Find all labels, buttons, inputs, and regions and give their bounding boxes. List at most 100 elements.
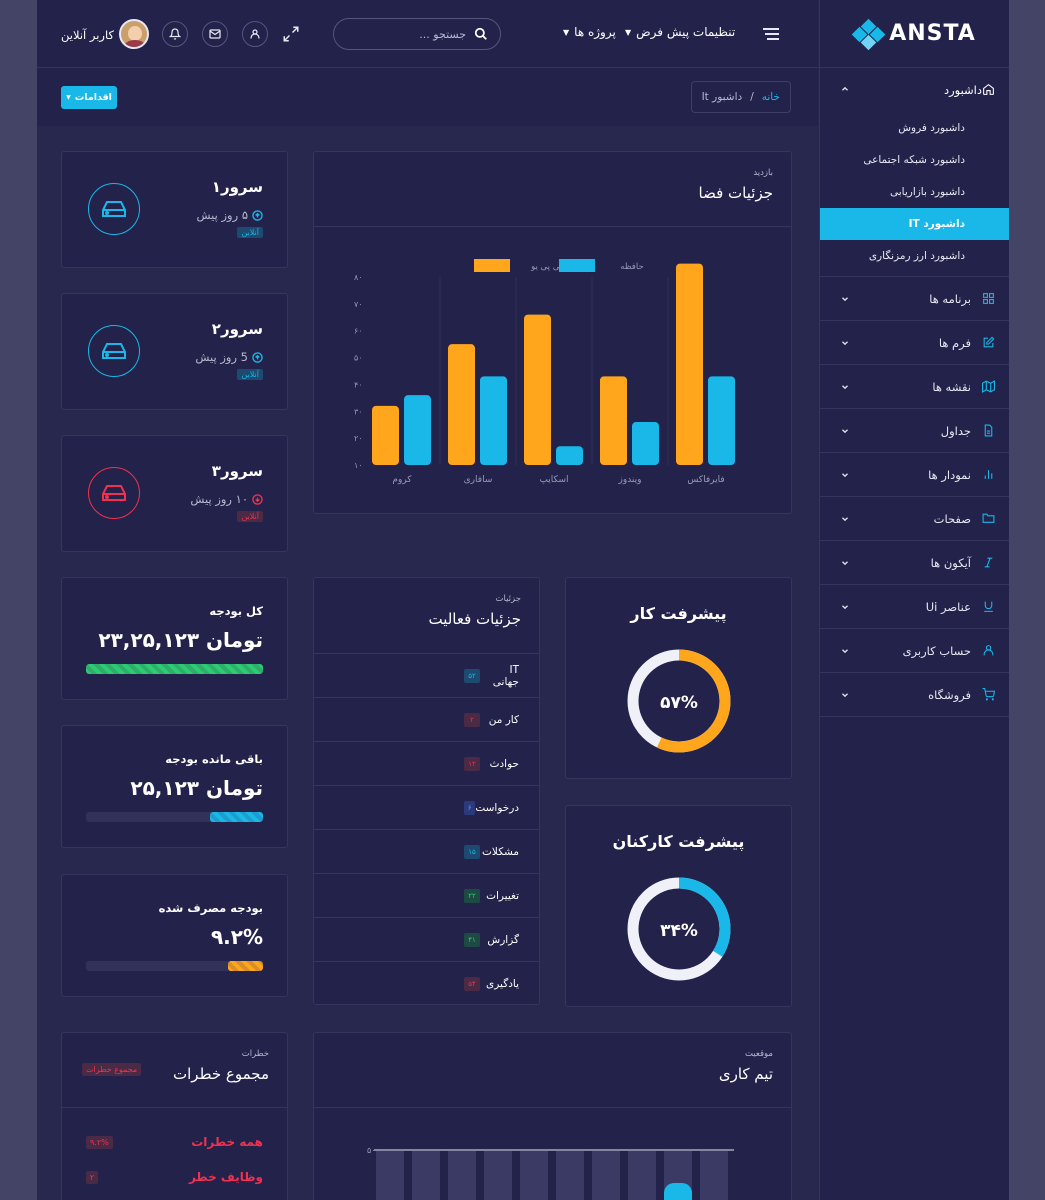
progress-fill [86, 664, 263, 674]
search-input[interactable]: جستجو ... [419, 27, 466, 41]
sidebar-item-charts[interactable]: نمودار ها [820, 453, 1009, 497]
activity-label: گزارش [487, 933, 519, 946]
projects-menu[interactable]: پروژه ها ▼ [563, 25, 616, 39]
submenu-sales-dashboard[interactable]: داشبورد فروش [898, 122, 965, 134]
space-details-card: بازدید جزئیات فضا ۱۰ ۲۰ ۳۰ ۴۰ ۵۰ ۶۰ ۷۰ ۸۰ کروم سا… [313, 151, 792, 514]
activity-row[interactable]: حوادث ۱۲ [314, 741, 539, 785]
submenu-social-dashboard[interactable]: داشبورد شبکه اجتماعی [863, 154, 965, 166]
work-progress-ring: ۵۷% [627, 649, 731, 753]
breadcrumb-separator: / [750, 91, 754, 103]
sidebar-item-tables[interactable]: جداول [820, 409, 1009, 453]
team-bar [520, 1151, 548, 1200]
mail-icon [209, 29, 221, 39]
y-tick-label: ۳۰ [354, 407, 363, 416]
activity-label: یادگیری [486, 977, 519, 990]
breadcrumb-bar: خانه / داشبور It اقدامات ▼ [37, 68, 818, 126]
x-tick-label: ویندوز [618, 475, 642, 485]
sidebar-item-label: نمودار ها [928, 467, 971, 482]
status-badge: آنلاین [237, 227, 263, 238]
card-subtitle: خطرات [241, 1049, 269, 1059]
submenu-it-dashboard[interactable]: داشبورد IT [820, 208, 1009, 240]
server-ago: ۱۰ روز پیش [190, 492, 248, 506]
default-settings-menu[interactable]: تنظیمات پیش فرض ▼ [625, 25, 735, 39]
card-subtitle: بازدید [753, 168, 773, 178]
activity-label: مشکلات [482, 845, 519, 858]
activity-row[interactable]: تغییرات ۲۲ [314, 873, 539, 917]
card-header: بازدید جزئیات فضا [699, 168, 773, 202]
card-title: جزئیات فعالیت [428, 610, 521, 628]
sidebar-item-forms[interactable]: فرم ها [820, 321, 1009, 365]
risk-label: وظایف خطر [188, 1170, 263, 1184]
user-name[interactable]: کاربر آنلاین [61, 28, 114, 42]
activity-count-badge: ۴۱ [464, 932, 480, 947]
activity-label: کار من [488, 713, 519, 726]
activity-row[interactable]: گزارش ۴۱ [314, 917, 539, 961]
breadcrumb-home[interactable]: خانه [761, 91, 780, 103]
y-tick-label: ۶۰ [354, 327, 363, 336]
notifications-button[interactable] [162, 21, 188, 47]
chevron-down-icon [840, 514, 850, 524]
sidebar-item-icons[interactable]: آیکون ها [820, 541, 1009, 585]
messages-button[interactable] [202, 21, 228, 47]
breadcrumb: خانه / داشبور It [690, 81, 791, 113]
team-bar [592, 1151, 620, 1200]
search-box[interactable]: جستجو ... [333, 18, 501, 50]
brand-logo[interactable]: ANSTA [820, 0, 1009, 68]
team-bar [412, 1151, 440, 1200]
activity-row[interactable]: کار من ۲ [314, 697, 539, 741]
actions-button[interactable]: اقدامات ▼ [61, 86, 117, 109]
remaining-budget-card: باقی مانده بودجه ۲۵,۱۲۳ تومان [61, 725, 288, 848]
italic-icon [981, 556, 995, 570]
profile-button[interactable] [242, 21, 268, 47]
hamburger-icon[interactable] [763, 27, 779, 41]
chevron-down-icon [840, 558, 850, 568]
sidebar-item-label: فروشگاه [928, 687, 971, 702]
budget-title: بودجه مصرف شده [158, 901, 263, 915]
risk-value: ۲ [86, 1170, 99, 1184]
sidebar-item-pages[interactable]: صفحات [820, 497, 1009, 541]
card-title: جزئیات فضا [698, 184, 773, 202]
card-subtitle: موقعیت [744, 1049, 773, 1059]
submenu-marketing-dashboard[interactable]: داشبورد بازاریابی [889, 186, 965, 198]
arrow-up-circle-icon [252, 351, 263, 363]
activity-label: تغییرات [486, 889, 519, 902]
sidebar-item-shop[interactable]: فروشگاه [820, 673, 1009, 717]
sidebar-item-apps[interactable]: برنامه ها [820, 277, 1009, 321]
submenu-crypto-dashboard[interactable]: داشبورد ارز رمزنگاری [868, 250, 965, 262]
activity-row[interactable]: مشکلات ۱۵ [314, 829, 539, 873]
card-subtitle: جزئیات [495, 594, 521, 604]
budget-title: کل بودجه [209, 604, 263, 618]
activity-row[interactable]: درخواست ۶ [314, 785, 539, 829]
activity-count-badge: ۵۴ [464, 976, 480, 991]
activity-count-badge: ۶ [464, 800, 476, 815]
staff-progress-card: پیشرفت کارکنان ۳۴% [565, 805, 792, 1007]
activity-count-badge: ۲۲ [464, 888, 480, 903]
sidebar-item-dashboard[interactable]: داشبورد [820, 68, 1009, 112]
grid-icon [981, 292, 995, 306]
actions-label: اقدامات [74, 92, 112, 103]
search-icon[interactable] [474, 27, 488, 41]
team-bar [700, 1151, 728, 1200]
y-tick-label: ۵۰۰ [367, 1146, 380, 1155]
risks-badge: مجموع خطرات [82, 1063, 142, 1076]
progress-fill [227, 961, 263, 971]
bar-memory [708, 376, 735, 465]
activity-row[interactable]: IT جهانی ۵۲ [314, 653, 539, 697]
sidebar-item-maps[interactable]: نقشه ها [820, 365, 1009, 409]
server-name: سرور۱ [211, 178, 263, 196]
chevron-down-icon [840, 338, 850, 348]
avatar[interactable] [119, 19, 149, 49]
progress-fill [209, 812, 263, 822]
budget-title: باقی مانده بودجه [165, 752, 263, 766]
fullscreen-icon[interactable] [282, 25, 300, 43]
sidebar-item-label: آیکون ها [930, 555, 971, 570]
risk-row: وظایف خطر ۲ [86, 1168, 263, 1186]
activity-row[interactable]: یادگیری ۵۴ [314, 961, 539, 1005]
file-text-icon [981, 424, 995, 438]
activity-label: IT جهانی [492, 663, 519, 688]
progress-track [86, 961, 263, 971]
sidebar-item-account[interactable]: حساب کاربری [820, 629, 1009, 673]
sidebar-item-label: صفحات [933, 511, 971, 526]
sidebar-item-ui-elements[interactable]: عناصر Ui [820, 585, 1009, 629]
bar-cpu [524, 314, 551, 465]
